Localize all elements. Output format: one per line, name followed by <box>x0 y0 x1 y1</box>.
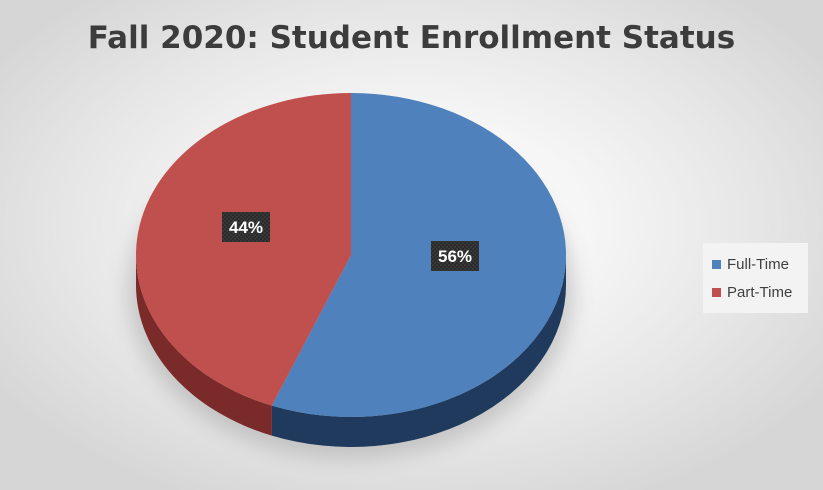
pie-slice-full-time <box>271 93 566 417</box>
legend-swatch <box>712 259 721 269</box>
legend-item-full-time: Full-Time <box>712 250 808 278</box>
data-label-box <box>222 212 270 242</box>
legend-label: Part-Time <box>727 283 793 301</box>
pie-slice-part-time <box>135 93 351 406</box>
legend-swatch <box>712 287 721 297</box>
pie-side-full-time <box>271 255 566 447</box>
chart-title: Fall 2020: Student Enrollment Status <box>87 20 736 56</box>
data-label-full-time: 56% <box>438 247 472 266</box>
chart-legend: Full-Time Part-Time <box>703 243 808 313</box>
legend-item-part-time: Part-Time <box>712 278 808 306</box>
pie-side-part-time <box>136 255 272 436</box>
data-label-box <box>431 241 479 271</box>
legend-label: Full-Time <box>727 255 789 273</box>
data-label-part-time: 44% <box>229 218 263 237</box>
